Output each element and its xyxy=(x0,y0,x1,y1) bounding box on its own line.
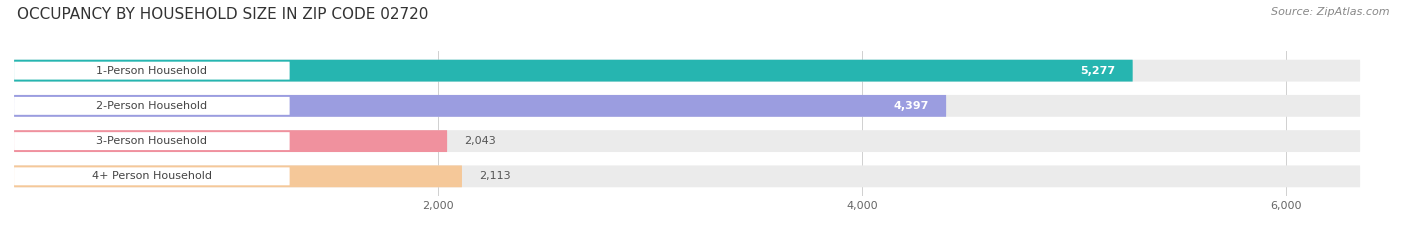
Text: 3-Person Household: 3-Person Household xyxy=(97,136,207,146)
FancyBboxPatch shape xyxy=(14,167,290,185)
Text: 2,113: 2,113 xyxy=(479,171,510,181)
Text: Source: ZipAtlas.com: Source: ZipAtlas.com xyxy=(1271,7,1389,17)
Text: 1-Person Household: 1-Person Household xyxy=(97,66,207,76)
FancyBboxPatch shape xyxy=(14,130,447,152)
Text: OCCUPANCY BY HOUSEHOLD SIZE IN ZIP CODE 02720: OCCUPANCY BY HOUSEHOLD SIZE IN ZIP CODE … xyxy=(17,7,429,22)
FancyBboxPatch shape xyxy=(14,97,290,115)
FancyBboxPatch shape xyxy=(14,60,1133,82)
FancyBboxPatch shape xyxy=(14,165,463,187)
FancyBboxPatch shape xyxy=(14,132,290,150)
FancyBboxPatch shape xyxy=(14,60,1360,82)
FancyBboxPatch shape xyxy=(14,95,946,117)
Text: 4+ Person Household: 4+ Person Household xyxy=(91,171,212,181)
FancyBboxPatch shape xyxy=(14,130,1360,152)
FancyBboxPatch shape xyxy=(14,165,1360,187)
Text: 5,277: 5,277 xyxy=(1081,66,1116,76)
Text: 2,043: 2,043 xyxy=(464,136,496,146)
FancyBboxPatch shape xyxy=(14,95,1360,117)
Text: 2-Person Household: 2-Person Household xyxy=(96,101,208,111)
Text: 4,397: 4,397 xyxy=(894,101,929,111)
FancyBboxPatch shape xyxy=(14,62,290,80)
